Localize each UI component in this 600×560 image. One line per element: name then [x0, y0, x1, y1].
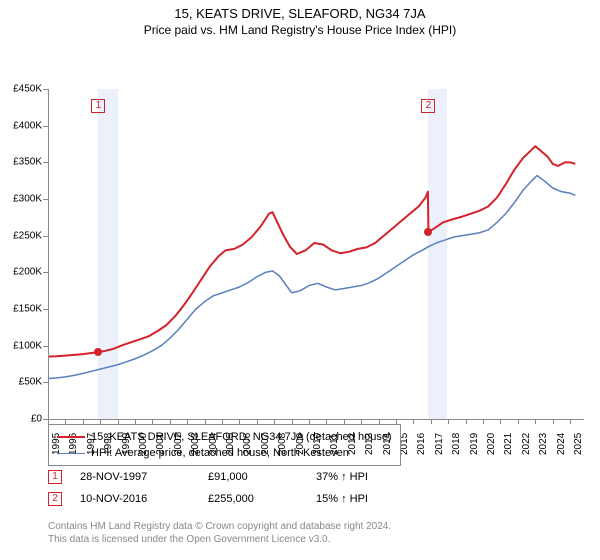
chart-subtitle: Price paid vs. HM Land Registry's House … — [0, 21, 600, 41]
sale-date: 10-NOV-2016 — [80, 493, 190, 505]
legend-item: HPI: Average price, detached house, Nort… — [57, 445, 392, 461]
sale-delta: 15% ↑ HPI — [316, 493, 416, 505]
y-tick — [43, 162, 48, 163]
footer-line-1: Contains HM Land Registry data © Crown c… — [48, 520, 391, 533]
legend-item: 15, KEATS DRIVE, SLEAFORD, NG34 7JA (det… — [57, 429, 392, 445]
chart-title: 15, KEATS DRIVE, SLEAFORD, NG34 7JA — [0, 0, 600, 21]
legend-swatch — [57, 453, 85, 454]
sale-row: 1 28-NOV-1997 £91,000 37% ↑ HPI — [48, 470, 416, 484]
sale-marker-box: 2 — [421, 99, 435, 113]
sale-marker-dot — [424, 228, 432, 236]
x-tick-label: 2022 — [521, 433, 532, 455]
y-tick — [43, 199, 48, 200]
sale-date: 28-NOV-1997 — [80, 471, 190, 483]
sale-row-marker: 1 — [48, 470, 62, 484]
legend-label: 15, KEATS DRIVE, SLEAFORD, NG34 7JA (det… — [91, 431, 392, 443]
y-axis — [48, 89, 49, 419]
x-tick — [518, 419, 519, 424]
sale-delta: 37% ↑ HPI — [316, 471, 416, 483]
sale-row: 2 10-NOV-2016 £255,000 15% ↑ HPI — [48, 492, 416, 506]
x-tick — [448, 419, 449, 424]
y-tick-label: £450K — [2, 84, 42, 95]
legend-swatch — [57, 436, 85, 438]
y-tick-label: £150K — [2, 304, 42, 315]
series-svg — [48, 89, 584, 419]
y-tick — [43, 236, 48, 237]
y-tick — [43, 126, 48, 127]
y-tick — [43, 272, 48, 273]
sale-marker-dot — [94, 348, 102, 356]
x-tick — [466, 419, 467, 424]
y-tick-label: £50K — [2, 377, 42, 388]
x-tick — [535, 419, 536, 424]
y-tick-label: £0 — [2, 414, 42, 425]
y-tick-label: £350K — [2, 157, 42, 168]
footer-line-2: This data is licensed under the Open Gov… — [48, 533, 391, 546]
x-tick-label: 2020 — [486, 433, 497, 455]
y-tick-label: £200K — [2, 267, 42, 278]
x-tick — [483, 419, 484, 424]
x-tick-label: 2015 — [399, 433, 410, 455]
y-tick-label: £250K — [2, 230, 42, 241]
y-tick — [43, 309, 48, 310]
y-tick — [43, 382, 48, 383]
y-tick-label: £100K — [2, 340, 42, 351]
legend: 15, KEATS DRIVE, SLEAFORD, NG34 7JA (det… — [48, 424, 401, 466]
x-tick-label: 2017 — [434, 433, 445, 455]
sale-price: £255,000 — [208, 493, 298, 505]
x-tick — [431, 419, 432, 424]
sale-price: £91,000 — [208, 471, 298, 483]
y-tick — [43, 346, 48, 347]
legend-label: HPI: Average price, detached house, Nort… — [91, 447, 349, 459]
x-axis — [48, 419, 584, 420]
x-tick-label: 2024 — [556, 433, 567, 455]
y-tick-label: £400K — [2, 120, 42, 131]
footer-attribution: Contains HM Land Registry data © Crown c… — [48, 520, 391, 546]
x-tick — [500, 419, 501, 424]
sale-marker-box: 1 — [91, 99, 105, 113]
plot-area — [48, 89, 584, 419]
y-tick — [43, 89, 48, 90]
x-tick — [553, 419, 554, 424]
x-tick-label: 2023 — [538, 433, 549, 455]
sale-row-marker: 2 — [48, 492, 62, 506]
x-tick-label: 2025 — [573, 433, 584, 455]
x-tick-label: 2019 — [469, 433, 480, 455]
x-tick-label: 2021 — [503, 433, 514, 455]
series-price_paid — [48, 146, 575, 356]
x-tick-label: 2016 — [416, 433, 427, 455]
y-tick-label: £300K — [2, 194, 42, 205]
series-hpi — [48, 176, 575, 379]
x-tick — [570, 419, 571, 424]
x-tick — [413, 419, 414, 424]
x-tick-label: 2018 — [451, 433, 462, 455]
